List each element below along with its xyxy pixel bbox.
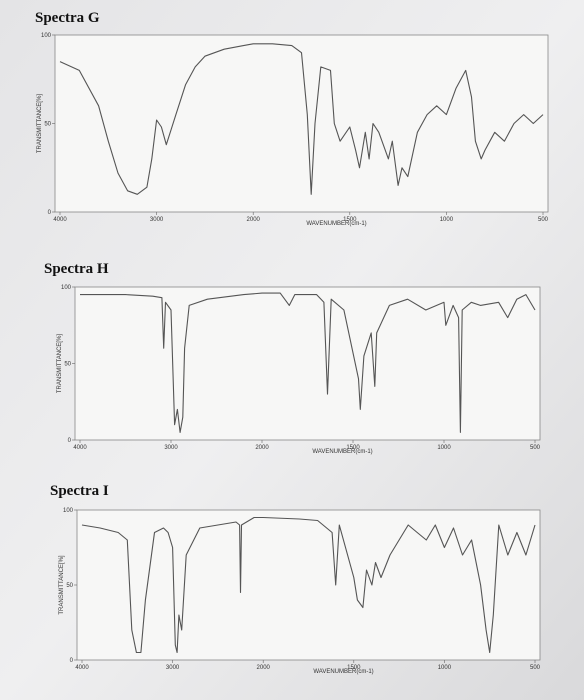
x-tick-label: 1000	[437, 445, 451, 451]
spectrum-panel: Spectra G 0 50 100 4000 3000 2000 1500 1000 500 WA…	[35, 10, 549, 227]
x-axis-label: WAVENUMBER(cm-1)	[312, 449, 372, 455]
x-tick-label: 500	[538, 217, 549, 223]
y-tick-label: 0	[48, 210, 52, 216]
spectrum-panel: Spectra I 0 50 100 4000 3000 2000 1500 1000 500 WA…	[50, 483, 541, 675]
y-tick-label: 0	[70, 658, 74, 664]
x-tick-label: 1000	[440, 217, 454, 223]
y-tick-label: 0	[68, 438, 72, 444]
x-tick-label: 4000	[75, 665, 89, 671]
x-tick-label: 2000	[247, 217, 261, 223]
x-tick-label: 3000	[166, 665, 180, 671]
y-tick-label: 50	[66, 583, 73, 589]
x-tick-label: 1500	[347, 665, 361, 671]
spectrum-panel: Spectra H 0 50 100 4000 3000 2000 1500 1000 500 WA…	[44, 261, 541, 455]
spectrum-line	[80, 292, 536, 433]
y-tick-label: 100	[63, 508, 74, 514]
x-tick-label: 2000	[257, 665, 271, 671]
spectrum-line	[59, 43, 544, 195]
x-tick-label: 4000	[73, 445, 87, 451]
y-tick-label: 100	[41, 33, 52, 39]
x-tick-label: 3000	[164, 445, 178, 451]
x-tick-label: 2000	[255, 445, 269, 451]
x-axis-label: WAVENUMBER(cm-1)	[306, 221, 366, 227]
y-tick-label: 100	[61, 285, 72, 291]
x-tick-label: 4000	[53, 217, 67, 223]
x-axis-label: WAVENUMBER(cm-1)	[313, 669, 373, 675]
x-tick-label: 3000	[150, 217, 164, 223]
y-tick-label: 50	[44, 122, 51, 128]
plot-frame	[54, 34, 549, 213]
y-axis-label: TRANSMITTANCE[%]	[59, 555, 65, 615]
x-tick-label: 500	[530, 665, 541, 671]
y-axis-label: TRANSMITTANCE[%]	[37, 94, 43, 154]
chart-title: Spectra G	[35, 10, 100, 26]
chart-title: Spectra H	[44, 261, 109, 277]
x-tick-label: 1500	[346, 445, 360, 451]
y-axis-label: TRANSMITTANCE[%]	[57, 334, 63, 394]
x-tick-label: 1500	[343, 217, 357, 223]
x-tick-label: 500	[530, 445, 541, 451]
plot-frame	[76, 509, 541, 661]
chart-title: Spectra I	[50, 483, 109, 499]
x-tick-label: 1000	[438, 665, 452, 671]
spectrum-line	[81, 516, 536, 654]
plot-frame	[74, 286, 541, 441]
y-tick-label: 50	[64, 362, 71, 368]
